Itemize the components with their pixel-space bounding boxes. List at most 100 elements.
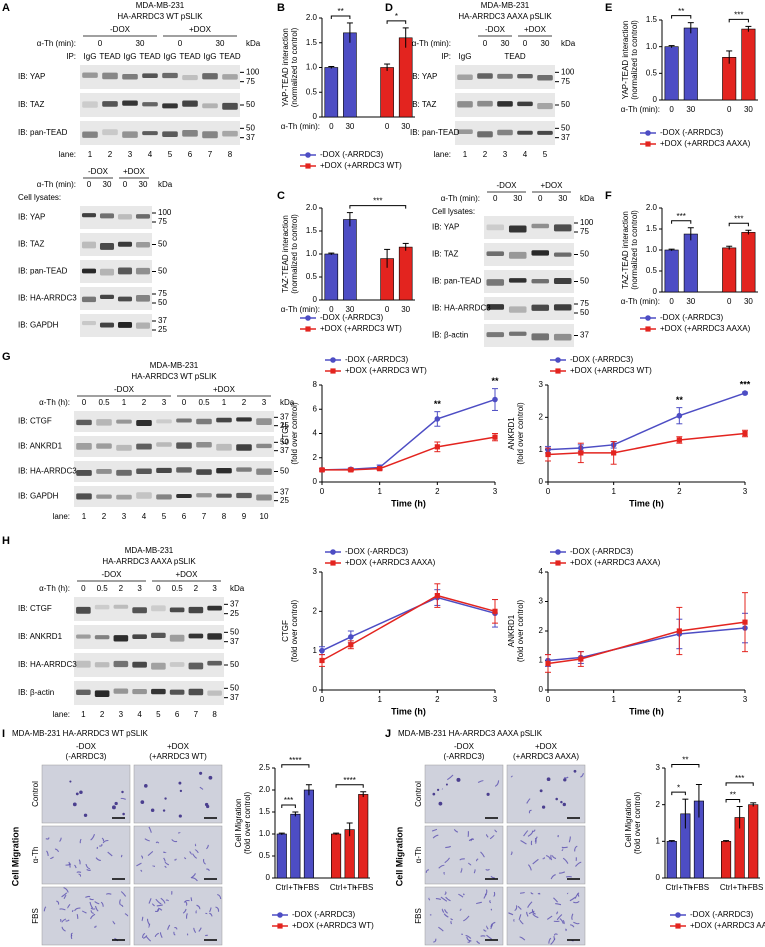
- legend-label: -DOX (-ARRDC3): [660, 128, 723, 137]
- legend-label: +DOX (+ARRDC3 WT): [320, 324, 402, 333]
- kda-marker: 50: [158, 298, 167, 307]
- x-tick-label: 0: [669, 105, 674, 114]
- cell: [120, 797, 126, 800]
- cell: [580, 772, 584, 778]
- y-tick-label: 0: [313, 295, 318, 304]
- cell: [100, 901, 104, 907]
- treatment: 2: [119, 584, 124, 593]
- cell: [112, 920, 116, 925]
- point: [545, 660, 551, 667]
- group-label: +DOX: [213, 385, 236, 394]
- cell: [436, 788, 440, 791]
- kda-marker: 37: [561, 133, 570, 142]
- cell: [445, 783, 448, 786]
- cell: [164, 865, 167, 868]
- band: [99, 322, 115, 328]
- blot-strip: [74, 461, 274, 482]
- lane-number: 6: [182, 512, 187, 521]
- cell: [171, 839, 178, 843]
- legend-label: -DOX (-ARRDC3): [570, 547, 633, 556]
- treatment: 0: [523, 39, 528, 48]
- micrograph: [41, 825, 131, 885]
- cell: [565, 928, 567, 932]
- cell: [163, 857, 166, 862]
- cell: [490, 875, 495, 879]
- ip: IgG: [204, 52, 217, 61]
- cell: [90, 910, 94, 914]
- x-tick-label: 2: [677, 487, 682, 496]
- band: [151, 662, 166, 670]
- y-tick-label: 1.0: [306, 249, 318, 258]
- band: [113, 604, 129, 609]
- row-label: Control: [414, 781, 423, 807]
- bar: [666, 841, 677, 879]
- band: [132, 607, 147, 614]
- band: [113, 688, 129, 694]
- cell: [550, 854, 553, 861]
- cell: [526, 798, 531, 804]
- cell: [494, 780, 500, 787]
- band: [102, 101, 118, 107]
- lane-number: 6: [175, 710, 180, 719]
- point: [555, 368, 561, 374]
- significance: *: [395, 12, 398, 21]
- cell: [441, 908, 445, 913]
- legend-label: +DOX (+ARRDC3 AAXA): [660, 139, 751, 148]
- cell: [517, 905, 522, 910]
- blot-strip: [484, 216, 574, 239]
- band: [117, 214, 133, 220]
- band: [156, 442, 172, 447]
- lane-number: 4: [142, 512, 147, 521]
- point: [434, 444, 440, 450]
- series-line: [321, 594, 496, 662]
- point: [305, 163, 311, 169]
- bar: [722, 247, 737, 293]
- band: [117, 241, 133, 247]
- kda-marker: 75: [158, 289, 167, 298]
- cell: [43, 906, 47, 912]
- cell: [74, 864, 77, 869]
- blot-strip: [74, 411, 274, 432]
- blot-title: HA-ARRDC3 WT pSLIK: [117, 12, 203, 21]
- point: [348, 634, 354, 640]
- band: [82, 131, 98, 138]
- cell: [156, 904, 163, 907]
- cell: [90, 913, 96, 920]
- cell: [514, 905, 518, 912]
- cell: [192, 853, 197, 859]
- y-tick-label: 0.5: [306, 272, 318, 281]
- cell: [199, 786, 204, 790]
- cell: [190, 873, 196, 879]
- band: [136, 492, 152, 499]
- cell: [79, 790, 83, 794]
- y-tick-label: 1: [313, 646, 318, 655]
- lane-number: 8: [212, 710, 217, 719]
- blot-strip: [80, 314, 152, 337]
- series-line: [547, 627, 746, 662]
- cell: [78, 873, 82, 877]
- point: [492, 396, 498, 403]
- cell: [164, 797, 167, 800]
- cell: [534, 837, 537, 844]
- y-tick-label: 2.5: [259, 763, 271, 772]
- band: [99, 213, 115, 219]
- cell: [141, 916, 144, 922]
- treatment: 0: [87, 180, 92, 189]
- cell: [78, 859, 81, 865]
- treatment: 0: [156, 584, 161, 593]
- micrograph: [424, 825, 504, 885]
- y-tick-label: 1: [539, 445, 544, 454]
- cell: [456, 777, 461, 782]
- y-tick-label: 1.5: [306, 226, 318, 235]
- x-tick-label: +Th: [678, 883, 692, 892]
- cell: [577, 893, 580, 898]
- band: [169, 634, 185, 642]
- kda-marker: 25: [158, 325, 167, 334]
- cell: [99, 843, 103, 847]
- band: [531, 223, 550, 229]
- kda-marker: 50: [230, 660, 239, 669]
- cell: [508, 912, 514, 916]
- cell: [111, 805, 116, 810]
- ip: IgG: [124, 52, 137, 61]
- lane-number: 5: [162, 512, 167, 521]
